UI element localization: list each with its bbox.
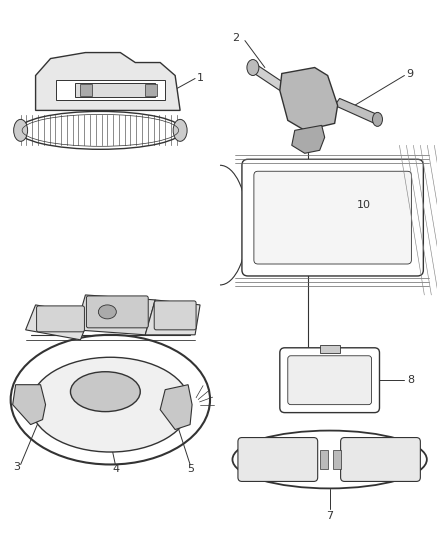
FancyBboxPatch shape <box>341 438 420 481</box>
Text: 9: 9 <box>406 69 413 78</box>
Polygon shape <box>160 385 192 430</box>
Ellipse shape <box>372 112 382 126</box>
Ellipse shape <box>31 357 190 452</box>
FancyBboxPatch shape <box>154 301 196 330</box>
Polygon shape <box>320 345 339 353</box>
Ellipse shape <box>11 335 210 464</box>
Polygon shape <box>332 449 341 470</box>
FancyBboxPatch shape <box>288 356 371 405</box>
Ellipse shape <box>14 119 28 141</box>
Text: 10: 10 <box>357 200 371 210</box>
FancyBboxPatch shape <box>242 159 424 276</box>
Text: 7: 7 <box>326 511 333 521</box>
Polygon shape <box>145 300 200 335</box>
Polygon shape <box>56 80 165 100</box>
Polygon shape <box>292 125 325 154</box>
Ellipse shape <box>99 305 117 319</box>
Polygon shape <box>320 449 328 470</box>
Polygon shape <box>250 63 285 91</box>
Text: 3: 3 <box>14 463 21 472</box>
Text: 2: 2 <box>232 33 239 43</box>
Ellipse shape <box>233 431 427 488</box>
FancyBboxPatch shape <box>280 348 379 413</box>
FancyBboxPatch shape <box>238 438 318 481</box>
Polygon shape <box>25 305 90 340</box>
Ellipse shape <box>18 111 183 149</box>
FancyBboxPatch shape <box>254 171 411 264</box>
Polygon shape <box>35 53 180 110</box>
Polygon shape <box>13 385 46 425</box>
Polygon shape <box>145 84 157 96</box>
FancyBboxPatch shape <box>86 296 148 328</box>
Ellipse shape <box>247 60 259 76</box>
Polygon shape <box>81 84 92 96</box>
Text: 4: 4 <box>112 464 120 474</box>
FancyBboxPatch shape <box>37 306 85 332</box>
Polygon shape <box>335 99 379 123</box>
Text: 8: 8 <box>407 375 414 385</box>
Polygon shape <box>280 68 338 131</box>
Text: 1: 1 <box>197 74 204 84</box>
Polygon shape <box>75 295 155 335</box>
Ellipse shape <box>71 372 140 411</box>
Text: 5: 5 <box>187 464 194 474</box>
Ellipse shape <box>173 119 187 141</box>
Polygon shape <box>75 84 155 98</box>
